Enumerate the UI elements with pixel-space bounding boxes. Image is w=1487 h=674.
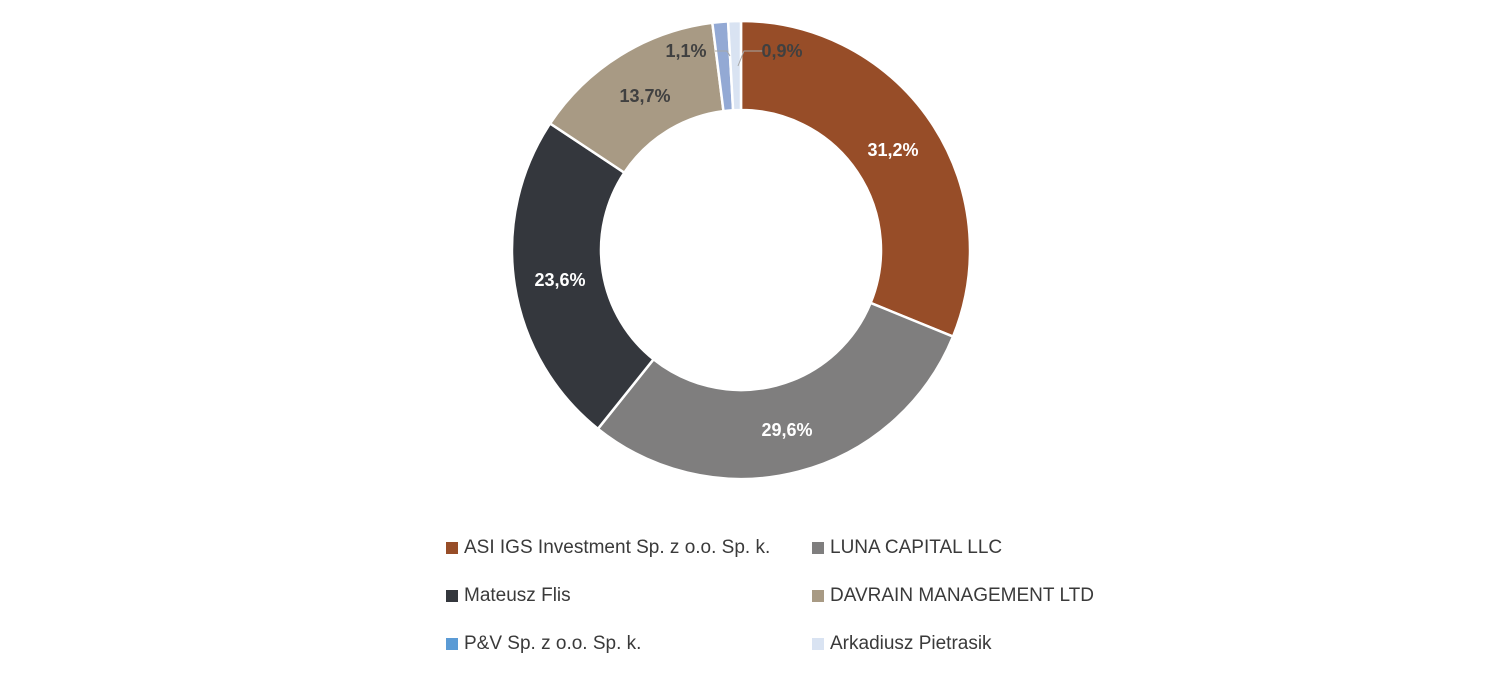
legend-swatch: [812, 541, 824, 554]
legend-swatch: [446, 541, 458, 554]
slice-data-label: 31,2%: [867, 140, 918, 160]
slice-data-label: 13,7%: [619, 86, 670, 106]
legend-swatch: [812, 637, 824, 650]
legend-label: ASI IGS Investment Sp. z o.o. Sp. k.: [464, 536, 771, 558]
donut-slice: [510, 121, 656, 431]
donut-slice: [726, 19, 743, 112]
legend-swatch: [812, 589, 824, 602]
slice-data-label: 29,6%: [761, 420, 812, 440]
donut-chart: 31,2% 29,6% 23,6% 13,7% 1,1% 0,9%: [510, 19, 972, 481]
legend-item: LUNA CAPITAL LLC: [812, 536, 1206, 559]
legend-label: DAVRAIN MANAGEMENT LTD: [830, 584, 1094, 606]
legend-swatch: [446, 589, 458, 602]
legend-label: Mateusz Flis: [464, 584, 571, 606]
leader-line: [715, 50, 731, 57]
legend-label: Arkadiusz Pietrasik: [830, 632, 992, 654]
slice-data-label: 23,6%: [534, 270, 585, 290]
chart-legend: ASI IGS Investment Sp. z o.o. Sp. k. LUN…: [446, 536, 1206, 655]
legend-item: Mateusz Flis: [446, 584, 812, 607]
legend-item: Arkadiusz Pietrasik: [812, 632, 1206, 655]
slice-data-label: 1,1%: [665, 41, 706, 61]
legend-item: P&V Sp. z o.o. Sp. k.: [446, 632, 812, 655]
legend-item: ASI IGS Investment Sp. z o.o. Sp. k.: [446, 536, 812, 559]
slice-data-label: 0,9%: [761, 41, 802, 61]
legend-swatch: [446, 637, 458, 650]
legend-label: LUNA CAPITAL LLC: [830, 536, 1003, 558]
donut-slice: [739, 19, 972, 339]
legend-label: P&V Sp. z o.o. Sp. k.: [464, 632, 642, 654]
legend-item: DAVRAIN MANAGEMENT LTD: [812, 584, 1206, 607]
donut-slice: [596, 301, 955, 481]
leader-line: [737, 50, 763, 67]
